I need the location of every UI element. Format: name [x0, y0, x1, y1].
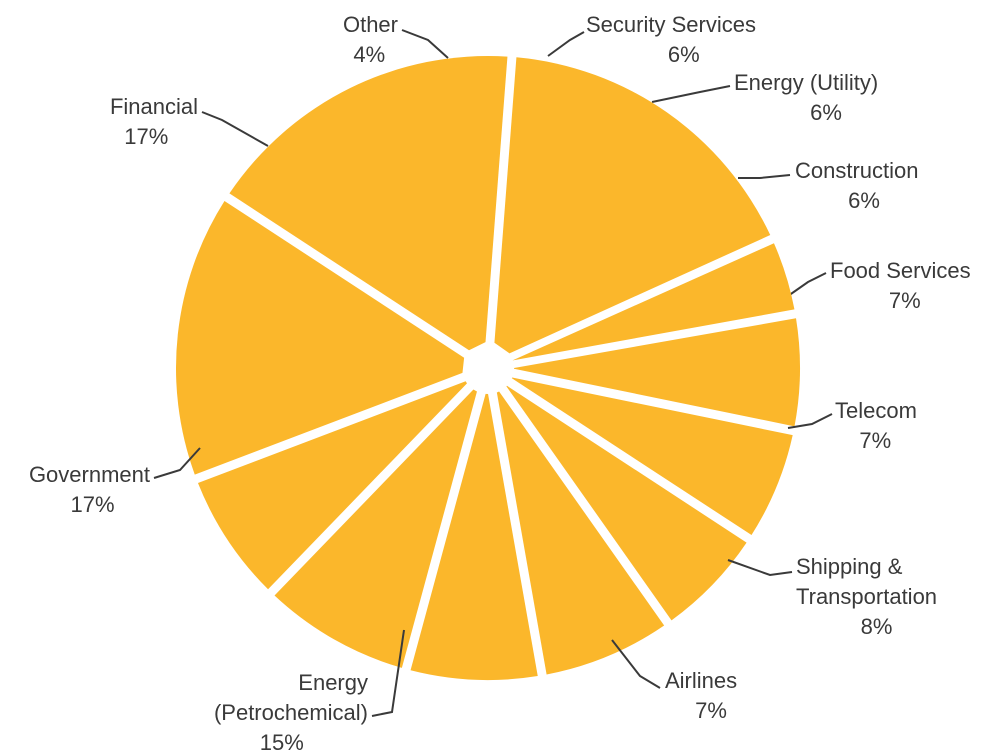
pie-slice [175, 200, 465, 475]
slice-percent: 6% [668, 42, 700, 67]
slice-label: Other [343, 12, 398, 37]
slice-percent: 7% [695, 698, 727, 723]
leader-line [201, 111, 269, 147]
pie-slice [229, 55, 508, 351]
slice-percent: 6% [810, 100, 842, 125]
pie-slice [197, 381, 467, 590]
slice-percent: 17% [124, 124, 168, 149]
pie-slice [410, 393, 538, 680]
leader-line [787, 272, 827, 297]
slice-percent: 8% [861, 614, 893, 639]
slice-label: Security Services [586, 12, 756, 37]
pie-slice [513, 318, 800, 427]
slice-percent: 6% [848, 188, 880, 213]
leader-line [651, 85, 731, 103]
slice-label: Airlines [665, 668, 737, 693]
leader-line [611, 639, 661, 689]
pie-slice [506, 385, 747, 621]
leader-line [153, 447, 201, 479]
slice-label: Energy (Utility) [734, 70, 878, 95]
pie-slice [511, 377, 793, 536]
leader-line [738, 174, 791, 179]
slice-label: Government [29, 462, 150, 487]
slice-percent: 4% [353, 42, 385, 67]
slice-percent: 7% [889, 288, 921, 313]
slice-percent: 17% [70, 492, 114, 517]
pie-slice [274, 389, 477, 668]
leader-line [727, 559, 793, 577]
slice-label: Construction [795, 158, 919, 183]
slice-label: Food Services [830, 258, 971, 283]
slice-percent: 7% [859, 428, 891, 453]
slice-label: (Petrochemical) [214, 700, 368, 725]
slice-label: Energy [298, 670, 368, 695]
slice-label: Telecom [835, 398, 917, 423]
pie-slice [512, 243, 795, 361]
slice-label: Financial [110, 94, 198, 119]
leader-line [787, 413, 833, 429]
slice-label: Transportation [796, 584, 937, 609]
leader-line [371, 629, 405, 717]
slice-label: Shipping & [796, 554, 903, 579]
leader-line [401, 29, 449, 59]
slice-percent: 15% [260, 730, 304, 752]
leader-line [547, 31, 585, 57]
pie-slice [496, 391, 665, 675]
pie-slice [494, 57, 771, 354]
